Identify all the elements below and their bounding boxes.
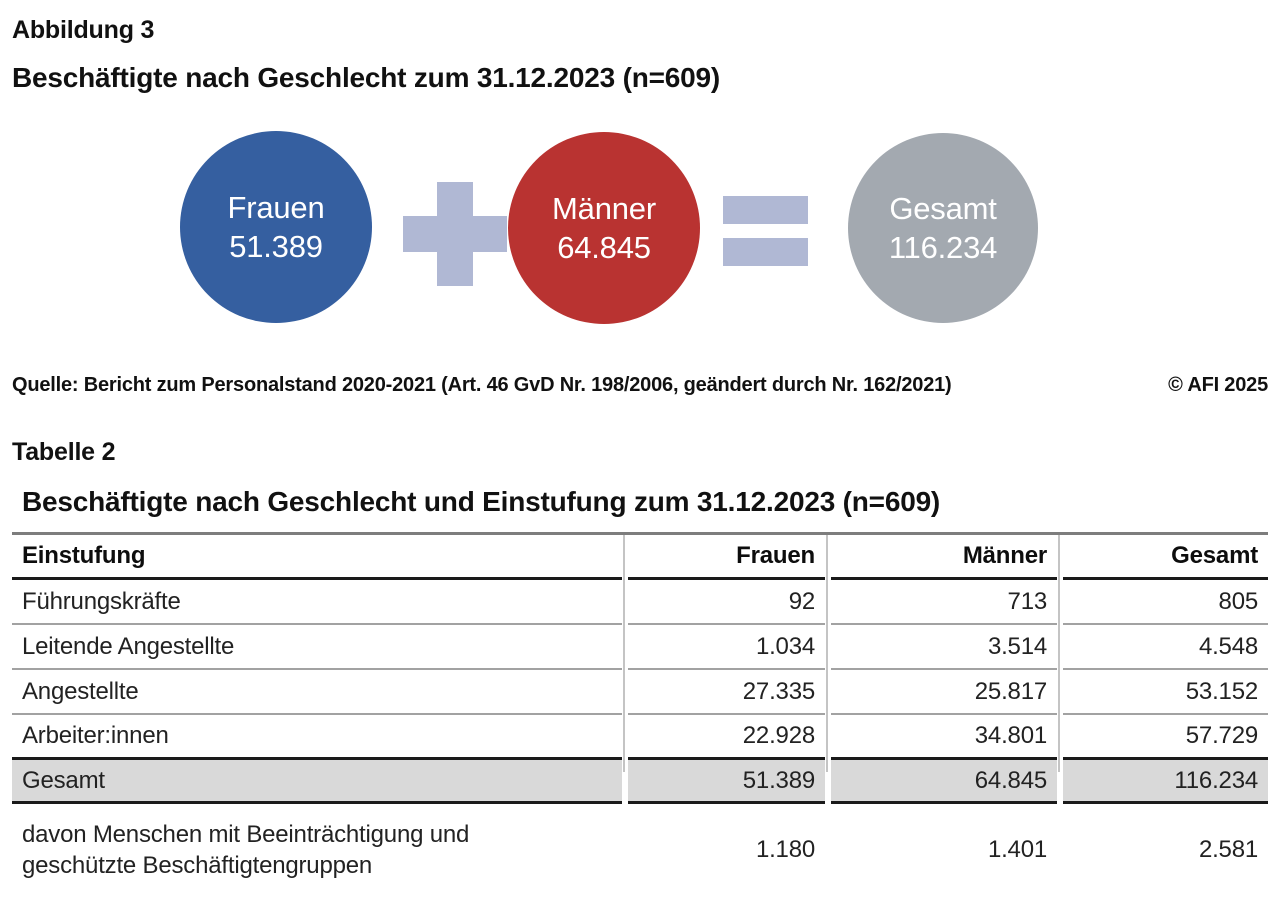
- row-label: Gesamt: [12, 760, 622, 804]
- cell-value: 713: [831, 580, 1057, 625]
- figure-title: Beschäftigte nach Geschlecht zum 31.12.2…: [12, 62, 720, 93]
- cell-value: 53.152: [1063, 670, 1268, 715]
- column-divider: [1058, 535, 1060, 772]
- column-divider: [826, 535, 828, 772]
- circle-label: Männer: [552, 191, 656, 226]
- gender-sum-diagram: Frauen 51.389 Männer 64.845 Gesamt 116.2…: [12, 131, 1268, 327]
- source-text: Quelle: Bericht zum Personalstand 2020-2…: [12, 374, 952, 396]
- cell-value: 1.180: [755, 836, 815, 863]
- plus-icon: [403, 182, 507, 286]
- circle-value: 116.234: [888, 230, 998, 265]
- frauen-circle: Frauen 51.389: [180, 131, 372, 323]
- column-header: Männer: [831, 535, 1057, 580]
- cell-value: 1.034: [628, 625, 825, 670]
- cell-value: 805: [1063, 580, 1268, 625]
- table-note-row: davon Menschen mit Beeinträchtigung und …: [12, 804, 1268, 896]
- column-header: Gesamt: [1063, 535, 1268, 580]
- circle-value: 51.389: [229, 229, 323, 264]
- cell-value: 64.845: [831, 760, 1057, 804]
- table-total-row: Gesamt 51.389 64.845 116.234: [12, 760, 1268, 804]
- cell-value: 34.801: [831, 715, 1057, 760]
- row-label: davon Menschen mit Beeinträchtigung und …: [22, 821, 470, 879]
- gesamt-circle: Gesamt 116.234: [848, 133, 1038, 323]
- cell-value: 51.389: [628, 760, 825, 804]
- table-header-row: Einstufung Frauen Männer Gesamt: [12, 535, 1268, 580]
- row-label: Angestellte: [12, 670, 622, 715]
- table-title: Beschäftigte nach Geschlecht und Einstuf…: [22, 486, 941, 517]
- column-header: Frauen: [628, 535, 825, 580]
- table-row: Arbeiter:innen 22.928 34.801 57.729: [12, 715, 1268, 760]
- figure-label: Abbildung 3: [12, 16, 155, 44]
- cell-value: 3.514: [831, 625, 1057, 670]
- cell-value: 22.928: [628, 715, 825, 760]
- circle-label: Gesamt: [889, 191, 997, 226]
- table-row: Angestellte 27.335 25.817 53.152: [12, 670, 1268, 715]
- row-label: Führungskräfte: [12, 580, 622, 625]
- cell-value: 2.581: [1198, 836, 1258, 863]
- table-label: Tabelle 2: [12, 438, 116, 466]
- maenner-circle: Männer 64.845: [508, 132, 700, 324]
- circle-label: Frauen: [227, 190, 325, 225]
- cell-value: 116.234: [1063, 760, 1268, 804]
- cell-value: 25.817: [831, 670, 1057, 715]
- cell-value: 1.401: [987, 836, 1047, 863]
- circle-value: 64.845: [557, 230, 651, 265]
- cell-value: 92: [628, 580, 825, 625]
- table-row: Führungskräfte 92 713 805: [12, 580, 1268, 625]
- cell-value: 27.335: [628, 670, 825, 715]
- equals-icon: [723, 196, 808, 266]
- source-row: Quelle: Bericht zum Personalstand 2020-2…: [12, 372, 1268, 398]
- table-row: Leitende Angestellte 1.034 3.514 4.548: [12, 625, 1268, 670]
- employees-table: Einstufung Frauen Männer Gesamt Führungs…: [12, 532, 1268, 896]
- row-label: Leitende Angestellte: [12, 625, 622, 670]
- cell-value: 57.729: [1063, 715, 1268, 760]
- copyright-text: © AFI 2025: [1168, 374, 1268, 396]
- column-header: Einstufung: [12, 535, 622, 580]
- column-divider: [623, 535, 625, 772]
- cell-value: 4.548: [1063, 625, 1268, 670]
- row-label: Arbeiter:innen: [12, 715, 622, 760]
